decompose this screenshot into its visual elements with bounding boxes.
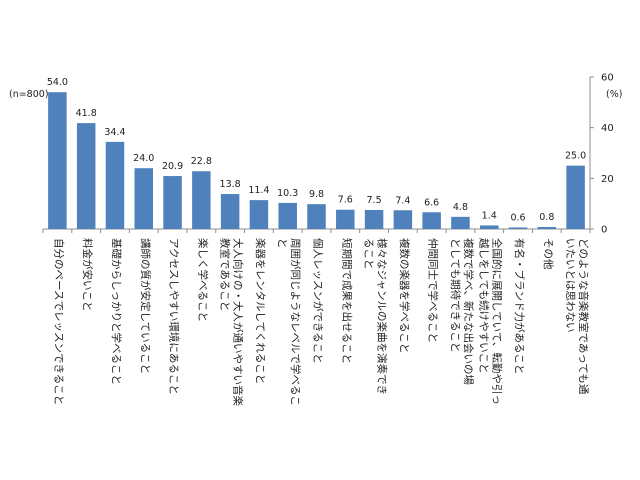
category-label: 料金が安いこと — [81, 238, 94, 312]
bar-value-label: 13.8 — [220, 179, 241, 190]
bar — [105, 141, 125, 229]
bar-value-label: 24.0 — [133, 153, 154, 164]
category-label-line: 短期間で成果を出せること — [340, 238, 353, 364]
category-label: アクセスしやすい環境にあること — [168, 238, 181, 395]
bar-value-label: 7.5 — [367, 195, 382, 206]
category-label-line: 有名・ブランド力があること — [513, 238, 526, 375]
bar-value-label: 41.8 — [76, 108, 97, 119]
category-label-line: いたいとは思わない — [564, 238, 576, 333]
bar-value-label: 4.8 — [453, 202, 468, 213]
y-tick-label: 40 — [601, 123, 614, 134]
bar-value-label: 0.8 — [539, 212, 554, 223]
bar-value-label: 7.6 — [338, 195, 353, 206]
bar — [134, 168, 154, 229]
bar — [220, 194, 240, 229]
bar-value-label: 22.8 — [191, 156, 212, 167]
bar — [278, 202, 297, 229]
category-label-line: 個人レッスンができること — [312, 238, 325, 364]
bar-value-label: 54.0 — [47, 77, 68, 88]
category-label-line: 越しをしても続けやすいこと — [478, 238, 491, 374]
y-axis-unit-label: (%) — [606, 89, 623, 100]
bar — [508, 227, 528, 229]
category-label-line: ること — [363, 238, 375, 270]
bar-value-label: 11.4 — [248, 185, 269, 196]
category-label: 複数の楽器を学べること — [398, 238, 411, 354]
bar-value-label: 34.4 — [104, 127, 125, 138]
bar-value-label: 25.0 — [565, 151, 586, 162]
sample-size-note: (n=800) — [9, 89, 49, 100]
bar-value-label: 10.3 — [277, 188, 298, 199]
bar — [537, 226, 557, 229]
category-label-line: 複数で学べ、新たな出会いの場 — [462, 238, 475, 385]
category-label-line: 料金が安いこと — [81, 238, 94, 312]
bar — [393, 210, 413, 229]
bar — [307, 204, 326, 229]
bar — [364, 210, 384, 229]
bar-value-label: 7.4 — [395, 195, 410, 206]
category-label-line: 様々なジャンルの楽曲を演奏でき — [376, 238, 389, 395]
category-label-line: 楽しく学べること — [196, 238, 209, 322]
category-label-line: 自分のペースでレッスンできること — [52, 238, 65, 405]
category-label: 自分のペースでレッスンできること — [52, 238, 65, 405]
category-label: 仲間同士で学べること — [427, 238, 440, 343]
category-label-line: 教室であること — [219, 238, 232, 311]
category-label: 講師の質が安定していること — [139, 238, 152, 374]
bar — [451, 216, 470, 229]
bar — [163, 176, 182, 229]
category-label-line: アクセスしやすい環境にあること — [168, 238, 181, 395]
bar-value-label: 20.9 — [162, 161, 183, 172]
bar — [48, 92, 67, 229]
y-tick-label: 20 — [601, 174, 614, 185]
category-label-line: 楽器をレンタルしてくれること — [254, 238, 267, 384]
bar — [76, 123, 96, 229]
category-label: 個人レッスンができること — [312, 238, 325, 364]
category-label: 楽しく学べること — [196, 238, 209, 322]
category-label: 有名・ブランド力があること — [513, 238, 526, 375]
bar — [249, 200, 269, 229]
category-label-line: としても期待できること — [449, 238, 462, 352]
category-label: 楽器をレンタルしてくれること — [254, 238, 267, 384]
bar — [192, 171, 211, 229]
y-tick-label: 0 — [601, 225, 607, 236]
bar-value-label: 0.6 — [510, 212, 525, 223]
category-label-line: 仲間同士で学べること — [427, 238, 440, 343]
category-label-line: 講師の質が安定していること — [139, 238, 152, 374]
category-label-line: 全国的に展開していて、転勤や引っ — [491, 238, 504, 405]
y-tick-label: 60 — [601, 73, 614, 84]
category-label-line: 大人向けの・大人が通いやすい音楽 — [232, 238, 245, 406]
bar — [566, 165, 585, 229]
bar-value-label: 1.4 — [482, 210, 497, 221]
category-label: その他 — [542, 238, 555, 270]
bar-value-label: 9.8 — [309, 189, 324, 200]
category-label-line: 基礎からしっかりと学べること — [110, 238, 123, 385]
bar-value-label: 6.6 — [424, 197, 439, 208]
bar — [479, 225, 499, 229]
category-label: 基礎からしっかりと学べること — [110, 238, 123, 385]
category-label-line: と — [276, 238, 288, 249]
category-label-line: その他 — [542, 238, 555, 270]
category-label-line: 周囲が同じようなレベルで学べるこ — [289, 238, 302, 406]
category-label-line: どのような音楽教室であっても通 — [577, 238, 590, 395]
category-label: 短期間で成果を出せること — [340, 238, 353, 364]
bar — [336, 209, 355, 229]
category-label-line: 複数の楽器を学べること — [398, 238, 411, 354]
bar — [422, 212, 441, 229]
